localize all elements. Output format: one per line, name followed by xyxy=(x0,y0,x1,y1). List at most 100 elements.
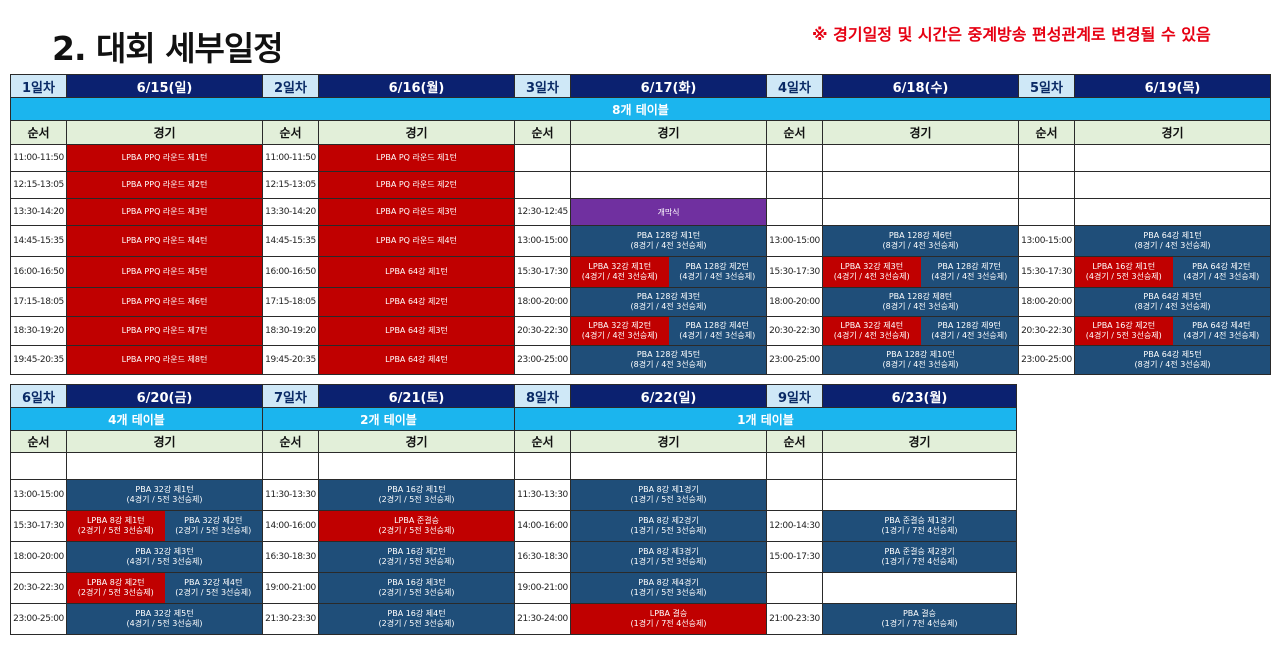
match-title: LPBA 결승 xyxy=(649,609,688,618)
match-cell: PBA 128강 제10턴 (8경기 / 4전 3선승제) xyxy=(822,345,1019,375)
pba-match: PBA 64강 제4턴 (4경기 / 4전 3선승제) xyxy=(1172,317,1270,345)
table-row: 13:30-14:20 LPBA PPQ 라운드 제3턴 13:30-14:20… xyxy=(10,198,1271,226)
time-slot: 12:15-13:05 xyxy=(10,171,67,199)
time-slot: 16:00-16:50 xyxy=(10,256,67,288)
match-format: (1경기 / 5전 3선승제) xyxy=(630,526,707,535)
empty-cell xyxy=(262,452,319,480)
empty-cell xyxy=(570,144,767,172)
match-title: PBA 8강 제4경기 xyxy=(638,578,699,587)
match-cell: PBA 8강 제3경기 (1경기 / 5전 3선승제) xyxy=(570,541,767,573)
match-title: PBA 8강 제3경기 xyxy=(638,547,699,556)
match-format: (8경기 / 4전 3선승제) xyxy=(630,241,707,250)
time-slot: 15:30-17:30 xyxy=(1018,256,1075,288)
match-cell: LPBA PPQ 라운드 제3턴 xyxy=(66,198,263,226)
column-header-match: 경기 xyxy=(822,120,1019,145)
match-cell: PBA 64강 제5턴 (8경기 / 4전 3선승제) xyxy=(1074,345,1271,375)
match-title: PBA 준결승 제1경기 xyxy=(884,516,955,525)
match-cell: PBA 결승 (1경기 / 7전 4선승제) xyxy=(822,603,1017,635)
time-slot: 14:00-16:00 xyxy=(514,510,571,542)
table-row: 11:00-11:50 LPBA PPQ 라운드 제1턴 11:00-11:50… xyxy=(10,144,1271,172)
match-format: (8경기 / 4전 3선승제) xyxy=(630,302,707,311)
day-label: 7일차 xyxy=(262,384,319,408)
split-match-cell: LPBA 8강 제1턴 (2경기 / 5전 3선승제) PBA 32강 제2턴 (2경… xyxy=(66,510,263,542)
time-slot: 19:45-20:35 xyxy=(262,345,319,375)
match-cell: PBA 8강 제4경기 (1경기 / 5전 3선승제) xyxy=(570,572,767,604)
match-title: PBA 128강 제10턴 xyxy=(886,350,955,359)
match-cell: LPBA PPQ 라운드 제8턴 xyxy=(66,345,263,375)
table-row: 14:45-15:35 LPBA PPQ 라운드 제4턴 14:45-15:35… xyxy=(10,225,1271,257)
column-header-seq: 순서 xyxy=(10,120,67,145)
split-match-cell: LPBA 16강 제2턴 (4경기 / 5전 3선승제) PBA 64강 제4턴 (4… xyxy=(1074,316,1271,346)
empty-cell xyxy=(1018,198,1075,226)
column-header-seq: 순서 xyxy=(10,430,67,453)
pba-match: PBA 64강 제2턴 (4경기 / 4전 3선승제) xyxy=(1172,257,1270,287)
column-header-match: 경기 xyxy=(66,120,263,145)
time-slot: 23:00-25:00 xyxy=(1018,345,1075,375)
match-cell: LPBA PPQ 라운드 제2턴 xyxy=(66,171,263,199)
empty-cell xyxy=(1018,171,1075,199)
match-title: PBA 64강 제2턴 xyxy=(1192,262,1251,271)
match-format: (4경기 / 4전 3선승제) xyxy=(833,331,910,340)
lpba-match: LPBA 8강 제2턴 (2경기 / 5전 3선승제) xyxy=(67,573,165,603)
column-header-seq: 순서 xyxy=(262,430,319,453)
match-format: (4경기 / 5전 3선승제) xyxy=(1085,272,1162,281)
match-title: PBA 32강 제1턴 xyxy=(135,485,194,494)
time-slot: 23:00-25:00 xyxy=(514,345,571,375)
match-title: PBA 16강 제3턴 xyxy=(387,578,446,587)
match-title: PBA 128강 제9턴 xyxy=(937,321,1001,330)
day-label: 5일차 xyxy=(1018,74,1075,98)
empty-cell xyxy=(1074,171,1271,199)
date-label: 6/21(토) xyxy=(318,384,515,408)
date-label: 6/19(목) xyxy=(1074,74,1271,98)
match-cell: PBA 128강 제1턴 (8경기 / 4전 3선승제) xyxy=(570,225,767,257)
match-cell: LPBA PPQ 라운드 제5턴 xyxy=(66,256,263,288)
match-cell: LPBA 64강 제2턴 xyxy=(318,287,515,317)
time-slot: 20:30-22:30 xyxy=(514,316,571,346)
match-format: (4경기 / 5전 3선승제) xyxy=(126,495,203,504)
match-title: LPBA 준결승 xyxy=(394,516,439,525)
match-format: (8경기 / 4전 3선승제) xyxy=(882,302,959,311)
time-slot: 13:00-15:00 xyxy=(1018,225,1075,257)
split-match-cell: LPBA 8강 제2턴 (2경기 / 5전 3선승제) PBA 32강 제4턴 (2경… xyxy=(66,572,263,604)
split-match-cell: LPBA 32강 제3턴 (4경기 / 4전 3선승제) PBA 128강 제7턴(… xyxy=(822,256,1019,288)
split-match-cell: LPBA 32강 제2턴 (4경기 / 4전 3선승제) PBA 128강 제4턴(… xyxy=(570,316,767,346)
day-label: 4일차 xyxy=(766,74,823,98)
match-title: PBA 16강 제2턴 xyxy=(387,547,446,556)
schedule-table-week1: 1일차 6/15(일) 2일차 6/16(월) 3일차 6/17(화) 4일차 … xyxy=(10,74,1271,375)
time-slot: 11:00-11:50 xyxy=(262,144,319,172)
column-header-seq: 순서 xyxy=(262,120,319,145)
match-format: (1경기 / 7전 4선승제) xyxy=(881,557,958,566)
match-format: (2경기 / 5전 3선승제) xyxy=(77,526,154,535)
match-cell: LPBA 64강 제1턴 xyxy=(318,256,515,288)
lpba-match: LPBA 8강 제1턴 (2경기 / 5전 3선승제) xyxy=(67,511,165,541)
empty-cell xyxy=(822,171,1019,199)
match-cell: LPBA PQ 라운드 제4턴 xyxy=(318,225,515,257)
time-slot: 20:30-22:30 xyxy=(10,572,67,604)
time-slot: 17:15-18:05 xyxy=(10,287,67,317)
match-format: (4경기 / 5전 3선승제) xyxy=(1085,331,1162,340)
match-format: (8경기 / 4전 3선승제) xyxy=(1134,302,1211,311)
empty-cell xyxy=(1074,144,1271,172)
match-cell: PBA 16강 제3턴 (2경기 / 5전 3선승제) xyxy=(318,572,515,604)
time-slot: 18:00-20:00 xyxy=(514,287,571,317)
match-title: PBA 128강 제8턴 xyxy=(888,292,953,301)
match-format: (1경기 / 5전 3선승제) xyxy=(630,495,707,504)
empty-cell xyxy=(822,198,1019,226)
match-format: (8경기 / 4전 3선승제) xyxy=(630,360,707,369)
table-row: 18:00-20:00 PBA 32강 제3턴 (4경기 / 5전 3선승제) 1… xyxy=(10,541,1017,573)
empty-cell xyxy=(822,452,1017,480)
pba-match: PBA 32강 제2턴 (2경기 / 5전 3선승제) xyxy=(164,511,262,541)
table-count-banner: 1개 테이블 xyxy=(514,407,1017,431)
time-slot: 16:00-16:50 xyxy=(262,256,319,288)
date-label: 6/17(화) xyxy=(570,74,767,98)
column-header-match: 경기 xyxy=(318,430,515,453)
match-format: (8경기 / 4전 3선승제) xyxy=(882,360,959,369)
match-cell: PBA 64강 제1턴 (8경기 / 4전 3선승제) xyxy=(1074,225,1271,257)
split-match-cell: LPBA 32강 제1턴 (4경기 / 4전 3선승제) PBA 128강 제2턴(… xyxy=(570,256,767,288)
lpba-match: LPBA 16강 제1턴 (4경기 / 5전 3선승제) xyxy=(1075,257,1173,287)
time-slot: 21:00-23:30 xyxy=(766,603,823,635)
time-slot: 15:00-17:30 xyxy=(766,541,823,573)
table-row: 16:00-16:50 LPBA PPQ 라운드 제5턴 16:00-16:50… xyxy=(10,256,1271,288)
match-title: PBA 8강 제1경기 xyxy=(638,485,699,494)
match-title: PBA 128강 제2턴 xyxy=(685,262,749,271)
